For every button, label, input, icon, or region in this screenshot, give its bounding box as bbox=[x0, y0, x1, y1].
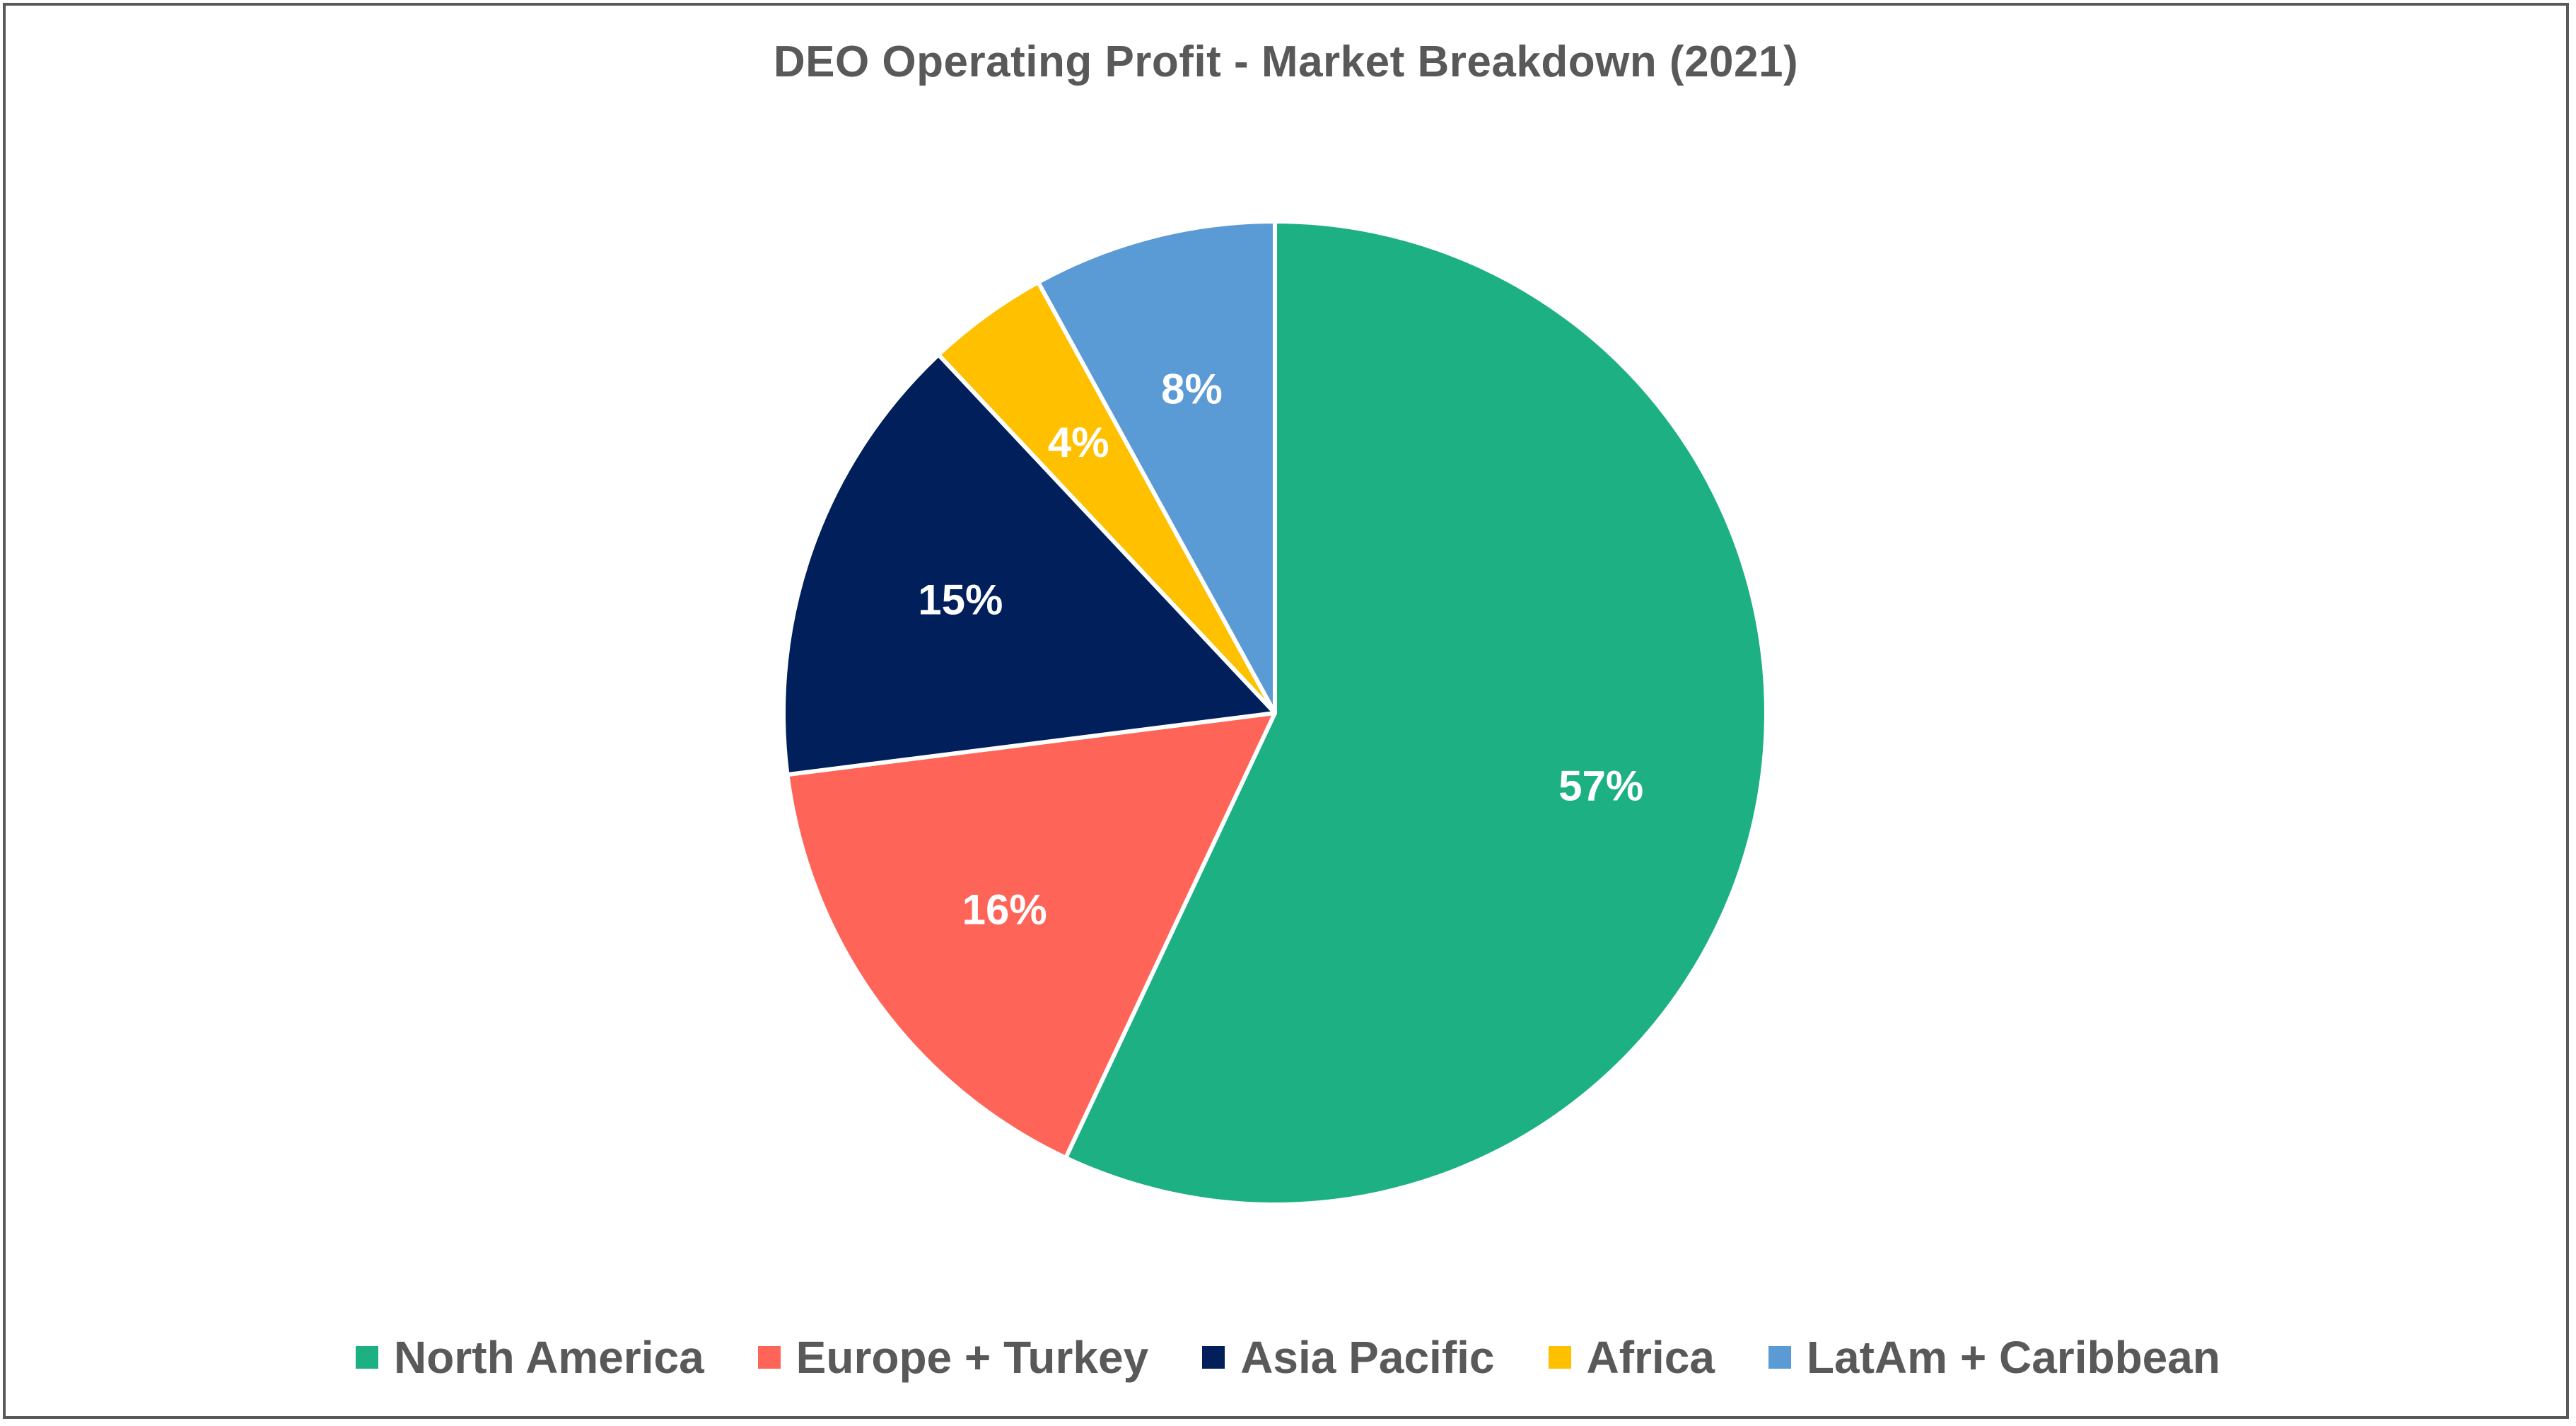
legend-label: LatAm + Caribbean bbox=[1806, 1332, 2220, 1383]
legend-label: Asia Pacific bbox=[1240, 1332, 1495, 1383]
legend-swatch bbox=[1768, 1346, 1791, 1369]
legend-item: North America bbox=[356, 1331, 704, 1384]
slice-data-label: 57% bbox=[1558, 763, 1643, 810]
pie-slice-asia-pacific bbox=[781, 352, 1277, 777]
legend-label: North America bbox=[394, 1332, 704, 1383]
legend-item: LatAm + Caribbean bbox=[1768, 1331, 2220, 1384]
pie-slice-europe-turkey bbox=[785, 711, 1277, 1160]
legend-swatch bbox=[1548, 1346, 1571, 1369]
pie-slice-latam-caribbean bbox=[1036, 219, 1277, 715]
chart-title: DEO Operating Profit - Market Breakdown … bbox=[773, 37, 1799, 86]
pie-slice-north-america bbox=[1063, 219, 1769, 1207]
slice-data-label: 16% bbox=[962, 886, 1047, 933]
slice-data-label: 15% bbox=[918, 576, 1003, 623]
slice-data-label: 8% bbox=[1161, 366, 1223, 413]
legend-swatch bbox=[757, 1346, 781, 1369]
legend-item: Africa bbox=[1548, 1331, 1715, 1384]
legend-item: Europe + Turkey bbox=[757, 1331, 1149, 1384]
legend-label: Europe + Turkey bbox=[795, 1332, 1149, 1383]
legend-swatch bbox=[356, 1346, 379, 1369]
legend-label: Africa bbox=[1586, 1332, 1715, 1383]
legend-swatch bbox=[1202, 1346, 1225, 1369]
legend-item: Asia Pacific bbox=[1202, 1331, 1495, 1384]
slice-data-label: 4% bbox=[1048, 419, 1109, 466]
chart-legend: North America Europe + Turkey Asia Pacific… bbox=[0, 1331, 2576, 1384]
